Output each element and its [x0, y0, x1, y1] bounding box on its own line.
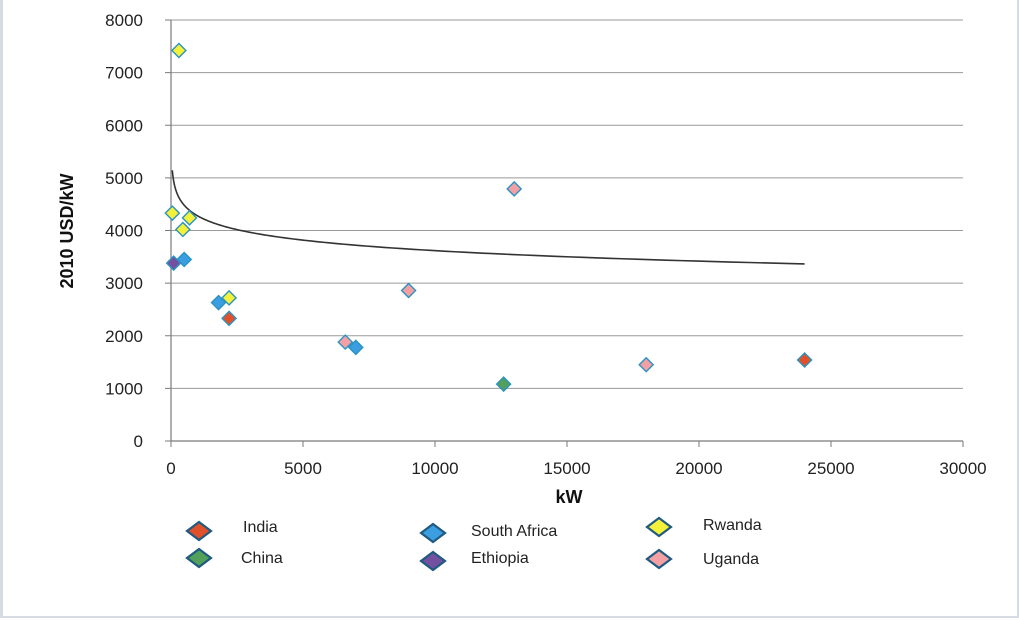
data-point-rwanda — [165, 206, 179, 220]
data-point-rwanda — [172, 44, 186, 58]
y-tick-label: 8000 — [105, 11, 143, 30]
y-tick-label: 2000 — [105, 327, 143, 346]
data-point-rwanda — [176, 222, 190, 236]
legend-label-uganda: Uganda — [703, 551, 759, 568]
y-tick-label: 7000 — [105, 64, 143, 83]
x-tick-label: 5000 — [284, 459, 322, 478]
legend-label-china: China — [241, 550, 283, 567]
trendline — [172, 170, 804, 264]
data-point-india — [798, 353, 812, 367]
data-point-uganda — [639, 358, 653, 372]
y-tick-label: 3000 — [105, 274, 143, 293]
legend-label-ethiopia: Ethiopia — [471, 550, 529, 567]
gridlines — [171, 20, 963, 388]
legend-marker-india — [187, 522, 211, 540]
y-tick-label: 6000 — [105, 116, 143, 135]
scatter-chart: 0 5000 10000 15000 20000 25000 30000 0 1000 2000… — [3, 0, 1017, 615]
data-points — [165, 44, 811, 392]
x-axis-title: kW — [556, 487, 583, 507]
y-tick-label: 5000 — [105, 169, 143, 188]
y-tick-label: 0 — [134, 432, 143, 451]
data-point-china — [497, 377, 511, 391]
y-tick-label: 1000 — [105, 379, 143, 398]
legend-label-india: India — [243, 519, 278, 536]
axes — [165, 20, 963, 447]
x-tick-label: 15000 — [543, 459, 590, 478]
data-point-india — [222, 311, 236, 325]
legend-label-south-africa: South Africa — [471, 523, 557, 540]
y-tick-labels: 0 1000 2000 3000 4000 5000 6000 7000 8000 — [105, 11, 143, 451]
y-axis-title: 2010 USD/kW — [57, 173, 77, 288]
data-point-uganda — [402, 283, 416, 297]
legend-marker-china — [187, 549, 211, 567]
legend: India South Africa Rwanda China Ethiopia Ugan… — [187, 517, 762, 570]
x-tick-labels: 0 5000 10000 15000 20000 25000 30000 — [166, 459, 986, 478]
legend-marker-rwanda — [647, 518, 671, 536]
data-point-uganda — [507, 182, 521, 196]
legend-marker-uganda — [647, 550, 671, 568]
x-tick-label: 20000 — [675, 459, 722, 478]
legend-marker-ethiopia — [421, 552, 445, 570]
x-tick-label: 25000 — [807, 459, 854, 478]
legend-marker-south-africa — [421, 524, 445, 542]
x-tick-label: 10000 — [411, 459, 458, 478]
y-tick-label: 4000 — [105, 222, 143, 241]
legend-label-rwanda: Rwanda — [703, 517, 762, 534]
x-tick-label: 30000 — [939, 459, 986, 478]
x-tick-label: 0 — [166, 459, 175, 478]
